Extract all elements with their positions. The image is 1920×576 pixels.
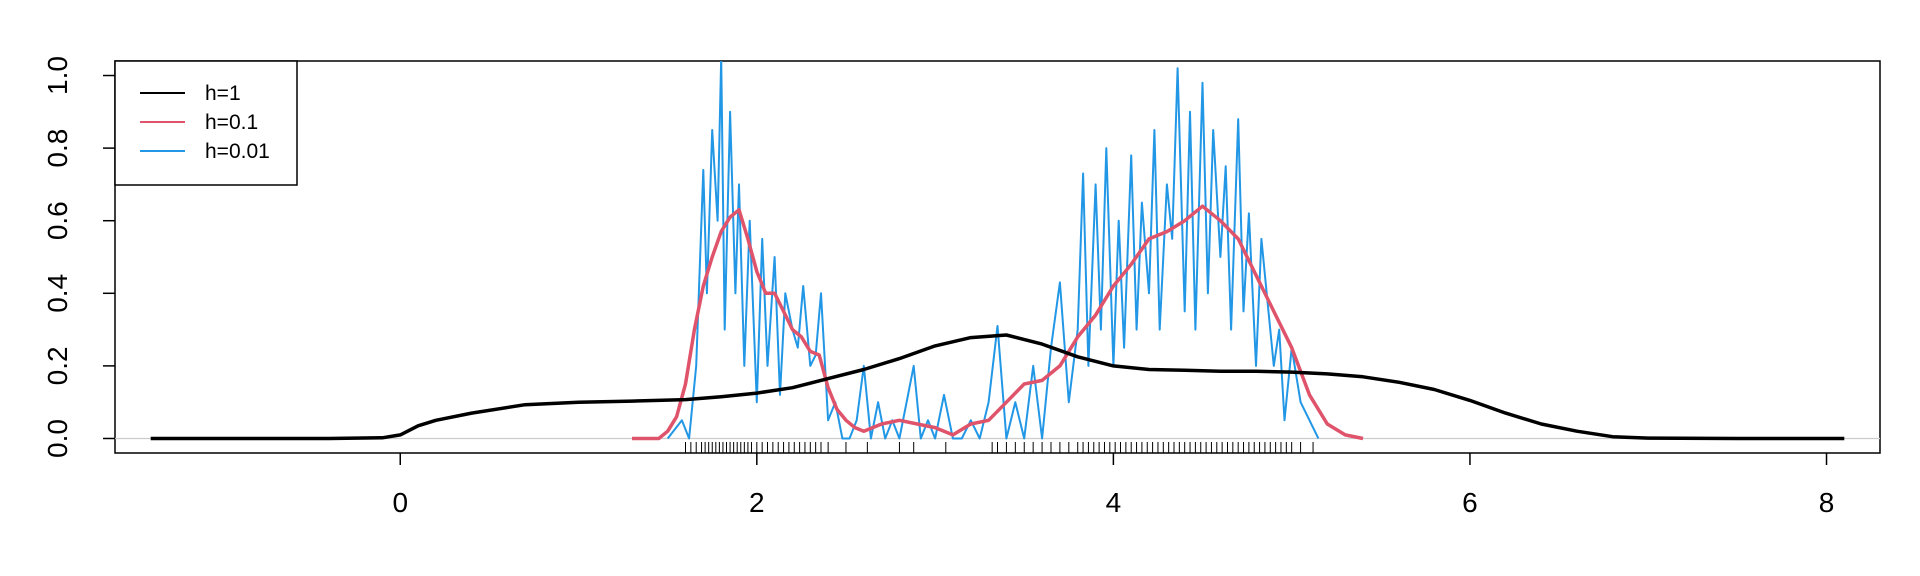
x-tick-label: 6: [1462, 487, 1478, 518]
legend-label-h1: h=1: [205, 82, 241, 105]
y-tick-label: 0.4: [42, 274, 73, 313]
x-tick-label: 2: [749, 487, 765, 518]
series-line-h01: [632, 204, 1364, 441]
x-tick-label: 8: [1819, 487, 1835, 518]
y-tick-label: 0.0: [42, 419, 73, 458]
legend-label-h01: h=0.1: [205, 111, 258, 134]
y-tick-label: 0.8: [42, 129, 73, 168]
x-tick-label: 4: [1106, 487, 1122, 518]
legend: h=1 h=0.1 h=0.01: [114, 60, 298, 186]
y-tick-label: 0.2: [42, 346, 73, 385]
y-tick-label: 0.6: [42, 201, 73, 240]
plot-frame: [114, 60, 1881, 454]
x-tick-label: 0: [392, 487, 408, 518]
series-line-h1: [150, 333, 1845, 441]
legend-label-h001: h=0.01: [205, 140, 270, 163]
series-line-h001: [666, 61, 1320, 440]
y-tick-label: 1.0: [42, 56, 73, 95]
